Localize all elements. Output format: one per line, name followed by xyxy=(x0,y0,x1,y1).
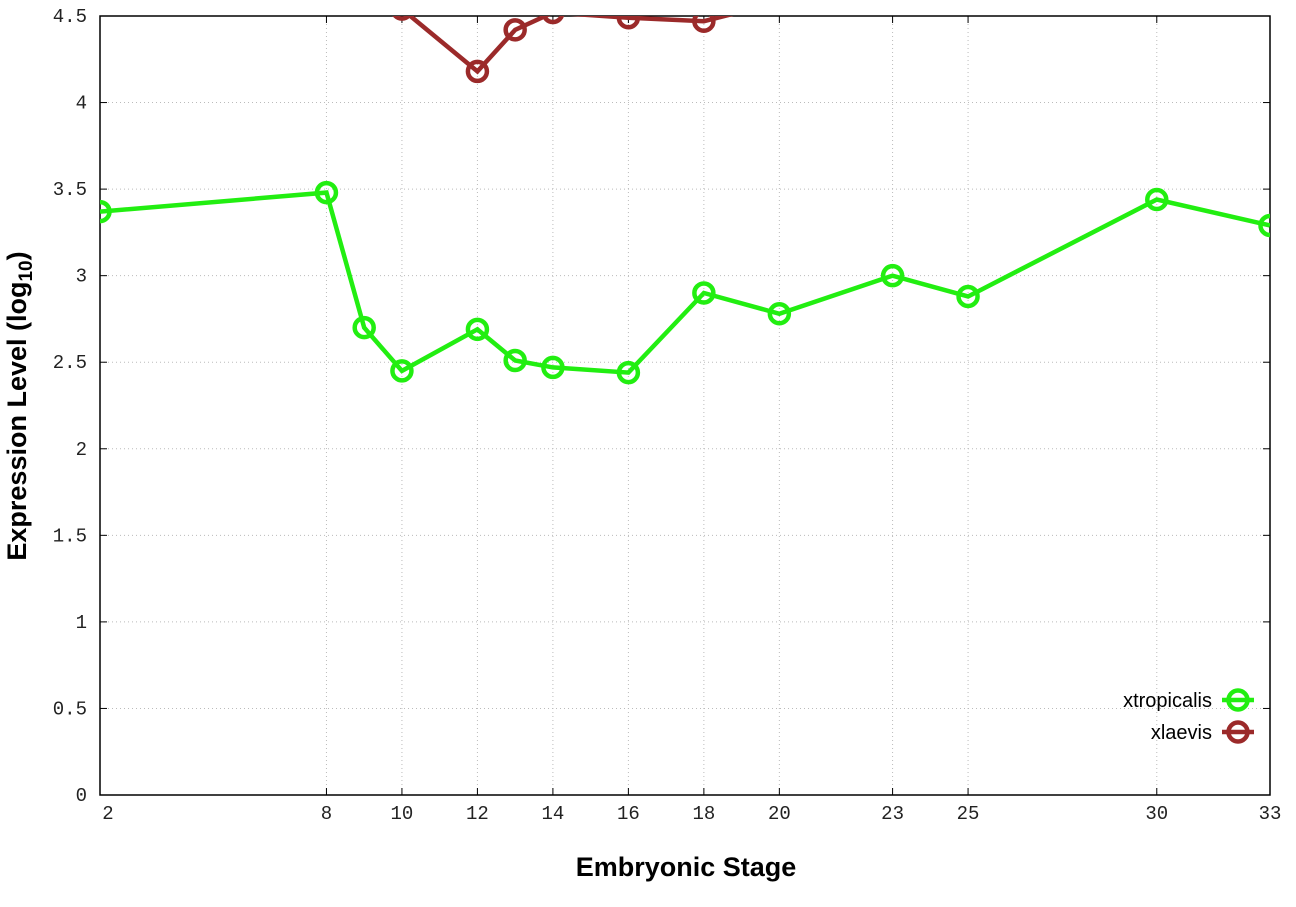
y-axis-label-end: ) xyxy=(2,251,32,260)
data-point xyxy=(692,16,716,33)
x-tick-label: 30 xyxy=(1145,803,1168,825)
data-point xyxy=(465,317,490,342)
series-group xyxy=(100,0,1270,385)
x-tick-label: 14 xyxy=(541,803,564,825)
data-point xyxy=(352,315,376,340)
series-xtropicalis xyxy=(100,180,1270,385)
x-tick-label: 25 xyxy=(957,803,980,825)
x-tick-label: 12 xyxy=(466,803,489,825)
data-point xyxy=(100,199,112,224)
data-point xyxy=(541,16,565,25)
data-point xyxy=(1258,213,1270,238)
data-point xyxy=(616,16,641,30)
y-tick-label: 2.5 xyxy=(53,352,87,374)
data-point xyxy=(956,284,980,309)
y-axis-label: Expression Level (log10) xyxy=(2,251,37,560)
y-tick-label: 4.5 xyxy=(53,6,87,28)
x-tick-label: 10 xyxy=(391,803,414,825)
axis-ticks: 2 8 10 12 14 16 18 20 23 25 30 33 0 0.5 1 1.5 2 2.5 3 3.5 4 4… xyxy=(53,6,1282,825)
series-line xyxy=(100,190,1270,375)
x-tick-label: 16 xyxy=(617,803,640,825)
series-line xyxy=(406,16,734,75)
y-tick-label: 3 xyxy=(76,266,87,288)
legend-marker-icon xyxy=(1226,720,1250,744)
grid xyxy=(99,15,1271,796)
y-tick-label: 1.5 xyxy=(53,525,87,547)
x-tick-label: 18 xyxy=(692,803,715,825)
data-point xyxy=(541,355,565,380)
data-point xyxy=(692,281,716,305)
y-tick-label: 3.5 xyxy=(53,179,87,201)
x-tick-label: 2 xyxy=(102,803,113,825)
y-tick-label: 0.5 xyxy=(53,698,87,720)
data-point xyxy=(616,360,641,385)
legend-marker-icon xyxy=(1226,688,1250,712)
y-tick-label: 1 xyxy=(76,612,87,634)
data-point xyxy=(465,59,490,84)
y-axis-label-sub: 10 xyxy=(16,260,37,281)
data-point xyxy=(314,180,339,205)
series-xlaevis xyxy=(392,0,789,84)
data-point xyxy=(390,359,414,383)
legend: xtropicalis xlaevis xyxy=(1123,688,1254,744)
y-tick-label: 2 xyxy=(76,439,87,461)
x-tick-label: 8 xyxy=(321,803,332,825)
data-point xyxy=(770,0,789,12)
y-tick-label: 0 xyxy=(76,785,87,807)
data-point xyxy=(392,16,412,21)
y-axis-label-main: Expression Level (log xyxy=(2,282,32,561)
x-tick-label: 23 xyxy=(881,803,904,825)
x-tick-label: 20 xyxy=(768,803,791,825)
data-point xyxy=(503,348,527,373)
data-point xyxy=(880,263,905,288)
legend-label: xlaevis xyxy=(1151,722,1212,744)
y-tick-label: 4 xyxy=(76,93,87,115)
data-point xyxy=(1145,187,1169,212)
data-point xyxy=(503,18,527,42)
x-tick-label: 33 xyxy=(1259,803,1282,825)
data-point xyxy=(767,302,792,326)
x-axis-label: Embryonic Stage xyxy=(576,852,797,882)
legend-label: xtropicalis xyxy=(1123,690,1212,712)
plot-frame xyxy=(99,15,1271,796)
